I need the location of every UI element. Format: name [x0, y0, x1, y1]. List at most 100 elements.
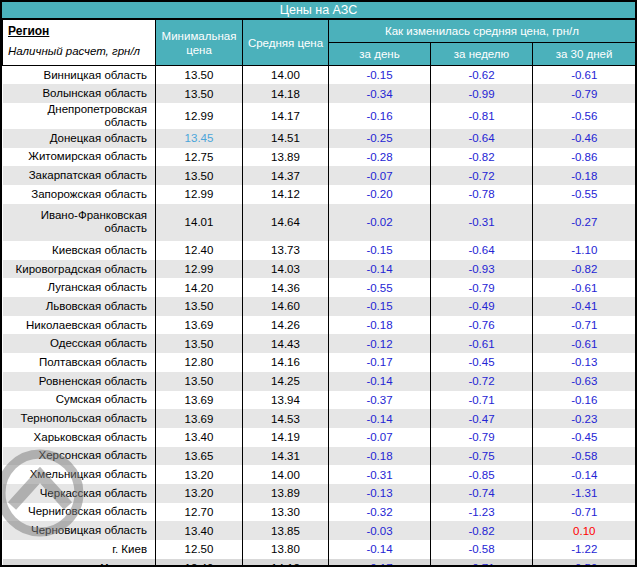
avg-price-cell: 14.37 — [243, 166, 329, 185]
day-change-cell: -0.14 — [329, 540, 431, 559]
30day-change-cell: -1.22 — [533, 540, 636, 559]
price-table-body: Винницкая область13.5014.00-0.15-0.62-0.… — [3, 66, 636, 567]
day-change-cell: -0.18 — [329, 447, 431, 466]
table-row: Хмельницкая область13.2014.00-0.31-0.85-… — [3, 465, 636, 484]
30day-change-cell: -0.82 — [533, 260, 636, 279]
min-price-cell: 12.40 — [156, 241, 243, 260]
column-header-region: Регион Наличный расчет, грн/л — [3, 20, 156, 66]
week-change-cell: -0.72 — [431, 166, 533, 185]
day-change-cell: -0.34 — [329, 84, 431, 103]
day-change-cell: -0.32 — [329, 503, 431, 522]
fuel-price-table: Регион Наличный расчет, грн/л Минимальна… — [2, 19, 636, 567]
region-name: г. Киев — [3, 540, 156, 559]
30day-change-cell: -0.56 — [533, 103, 636, 129]
avg-price-cell: 14.36 — [243, 278, 329, 297]
week-change-cell: -0.81 — [431, 103, 533, 129]
day-change-cell: -0.17 — [329, 559, 431, 567]
region-name: Тернопольская область — [3, 409, 156, 428]
day-change-cell: -0.07 — [329, 166, 431, 185]
region-name: Сумская область — [3, 391, 156, 410]
day-change-cell: -0.03 — [329, 521, 431, 540]
column-header-avg-price: Средняя цена — [243, 20, 329, 66]
column-header-week-change: за неделю — [431, 43, 533, 66]
day-change-cell: -0.15 — [329, 66, 431, 85]
min-price-cell: 13.50 — [156, 372, 243, 391]
day-change-cell: -0.14 — [329, 372, 431, 391]
avg-price-cell: 13.30 — [243, 503, 329, 522]
30day-change-cell: -0.55 — [533, 185, 636, 204]
min-price-cell: 13.50 — [156, 166, 243, 185]
day-change-cell: -0.15 — [329, 297, 431, 316]
table-row: Черкасская область13.2013.89-0.13-0.74-1… — [3, 484, 636, 503]
column-header-day-change: за день — [329, 43, 431, 66]
day-change-cell: -0.18 — [329, 316, 431, 335]
table-row: Львовская область13.5014.60-0.15-0.49-0.… — [3, 297, 636, 316]
min-price-cell: 12.80 — [156, 353, 243, 372]
table-row: Волынская область13.5014.18-0.34-0.99-0.… — [3, 84, 636, 103]
week-change-cell: -0.93 — [431, 260, 533, 279]
avg-price-cell: 13.85 — [243, 521, 329, 540]
avg-price-cell: 14.16 — [243, 353, 329, 372]
min-price-cell: 12.99 — [156, 185, 243, 204]
min-price-cell: 13.50 — [156, 84, 243, 103]
region-name: Хмельницкая область — [3, 465, 156, 484]
region-name: Львовская область — [3, 297, 156, 316]
region-name: Донецкая область — [3, 129, 156, 148]
avg-price-cell: 14.51 — [243, 129, 329, 148]
week-change-cell: -0.82 — [431, 521, 533, 540]
table-row: Черновицкая область13.4013.85-0.03-0.820… — [3, 521, 636, 540]
week-change-cell: -1.23 — [431, 503, 533, 522]
30day-change-cell: -1.10 — [533, 241, 636, 260]
day-change-cell: -0.13 — [329, 484, 431, 503]
30day-change-cell: -0.79 — [533, 84, 636, 103]
day-change-cell: -0.16 — [329, 103, 431, 129]
week-change-cell: -0.76 — [431, 316, 533, 335]
day-change-cell: -0.28 — [329, 148, 431, 167]
min-price-cell: 12.99 — [156, 260, 243, 279]
min-price-cell: 14.01 — [156, 204, 243, 241]
min-price-cell: 13.20 — [156, 465, 243, 484]
table-row: Сумская область13.6913.94-0.37-0.71-0.16 — [3, 391, 636, 410]
table-row: Луганская область14.2014.36-0.55-0.79-0.… — [3, 278, 636, 297]
week-change-cell: -0.72 — [431, 372, 533, 391]
30day-change-cell: -0.61 — [533, 66, 636, 85]
week-change-cell: -0.49 — [431, 297, 533, 316]
table-row: Харьковская область13.4014.19-0.07-0.79-… — [3, 428, 636, 447]
min-price-cell: 13.40 — [156, 428, 243, 447]
region-name: Одесская область — [3, 334, 156, 353]
min-price-cell: 13.50 — [156, 297, 243, 316]
avg-price-cell: 14.25 — [243, 372, 329, 391]
day-change-cell: -0.17 — [329, 353, 431, 372]
region-name: Луганская область — [3, 278, 156, 297]
min-price-cell: 13.65 — [156, 447, 243, 466]
week-change-cell: -0.78 — [431, 185, 533, 204]
region-name: Херсонская область — [3, 447, 156, 466]
day-change-cell: -0.14 — [329, 260, 431, 279]
week-change-cell: -0.75 — [431, 447, 533, 466]
avg-price-cell: 14.19 — [243, 428, 329, 447]
30day-change-cell: -0.18 — [533, 166, 636, 185]
table-row: Ивано-Франковская область14.0114.64-0.02… — [3, 204, 636, 241]
30day-change-cell: -0.71 — [533, 503, 636, 522]
region-name: Житомирская область — [3, 148, 156, 167]
min-price-cell: 12.50 — [156, 540, 243, 559]
region-name: Украина — [3, 559, 156, 567]
region-name: Днепропетровская область — [3, 103, 156, 129]
30day-change-cell: -0.23 — [533, 409, 636, 428]
column-header-min-price: Минимальная цена — [156, 20, 243, 66]
avg-price-cell: 13.94 — [243, 391, 329, 410]
min-price-cell[interactable]: 13.45 — [156, 129, 243, 148]
day-change-cell: -0.15 — [329, 241, 431, 260]
week-change-cell: -0.31 — [431, 204, 533, 241]
day-change-cell: -0.14 — [329, 409, 431, 428]
region-name: Закарпатская область — [3, 166, 156, 185]
min-price-cell: 13.40 — [156, 521, 243, 540]
table-row: Херсонская область13.6514.31-0.18-0.75-0… — [3, 447, 636, 466]
week-change-cell: -0.71 — [431, 391, 533, 410]
region-header-label: Регион — [8, 24, 151, 38]
week-change-cell: -0.45 — [431, 353, 533, 372]
avg-price-cell: 14.31 — [243, 447, 329, 466]
week-change-cell: -0.62 — [431, 66, 533, 85]
avg-price-cell: 14.12 — [243, 559, 329, 567]
region-name: Полтавская область — [3, 353, 156, 372]
